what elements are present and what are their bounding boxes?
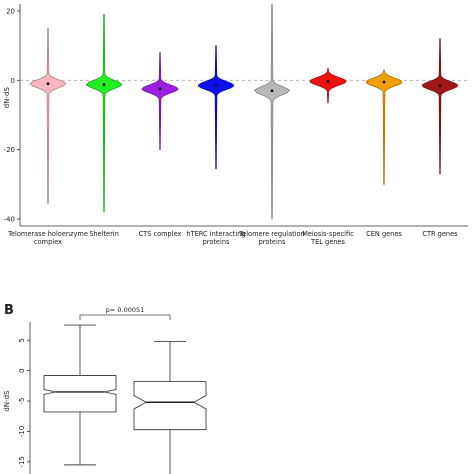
category-label: Telomere regulation proteins bbox=[238, 230, 305, 246]
y-axis-label: dN-dS bbox=[3, 87, 11, 109]
violin-3 bbox=[141, 52, 179, 151]
violin-median-dot bbox=[46, 82, 50, 86]
y-axis-label: dN-dS bbox=[3, 390, 11, 412]
category-label: CEN genes bbox=[366, 230, 402, 238]
y-axis-ticks: 20 0 -20 -40 bbox=[4, 7, 20, 224]
violin-median-dot bbox=[326, 79, 330, 83]
violin-8 bbox=[421, 38, 459, 175]
category-label: Meiosis-specific TEL genes bbox=[302, 230, 354, 246]
category-label: CTS complex bbox=[139, 230, 182, 238]
violin-4 bbox=[197, 45, 235, 170]
y-tick-label: -5 bbox=[18, 398, 26, 405]
violin-median-dot bbox=[158, 87, 162, 91]
violin-2 bbox=[85, 14, 123, 213]
violin-median-dot bbox=[382, 80, 386, 84]
violin-median-dot bbox=[270, 89, 274, 93]
y-tick-label: 20 bbox=[6, 7, 15, 15]
significance-bracket bbox=[79, 314, 171, 320]
panel-label: B bbox=[4, 303, 14, 318]
violin-5 bbox=[253, 3, 291, 220]
y-tick-label: -15 bbox=[18, 456, 26, 467]
y-tick-label: -40 bbox=[4, 216, 15, 224]
y-axis-ticks: 5 0 -5 -10 -15 bbox=[18, 338, 30, 468]
violin-7 bbox=[365, 69, 403, 185]
category-label: CTR genes bbox=[422, 230, 458, 238]
boxes bbox=[43, 324, 207, 474]
violin-1 bbox=[29, 27, 67, 204]
violin-median-dot bbox=[438, 84, 442, 87]
violins bbox=[29, 3, 459, 220]
box-body bbox=[43, 375, 117, 413]
bracket-line bbox=[79, 314, 171, 320]
category-label: hTERC interacting proteins bbox=[186, 230, 245, 246]
box-body bbox=[133, 381, 207, 431]
p-value-annotation: p= 0.00051 bbox=[106, 306, 145, 314]
y-tick-label: 5 bbox=[18, 338, 26, 342]
violin-6 bbox=[309, 67, 347, 104]
box-2 bbox=[133, 341, 207, 474]
violin-median-dot bbox=[102, 83, 106, 86]
violin-chart: 20 0 -20 -40 dN-dS Telomerase holoenzyme com… bbox=[3, 3, 468, 246]
y-tick-label: 0 bbox=[11, 77, 15, 85]
category-label: Shelterin bbox=[89, 230, 119, 238]
y-tick-label: 0 bbox=[18, 368, 26, 372]
y-tick-label: -10 bbox=[18, 426, 26, 437]
box-plot-chart: B 5 0 -5 -10 -15 dN-dS p= 0.00051 bbox=[3, 303, 207, 474]
box-1 bbox=[43, 324, 117, 466]
category-label: Telomerase holoenzyme complex bbox=[7, 230, 88, 246]
y-tick-label: -20 bbox=[4, 146, 15, 154]
violin-median-dot bbox=[214, 84, 218, 87]
